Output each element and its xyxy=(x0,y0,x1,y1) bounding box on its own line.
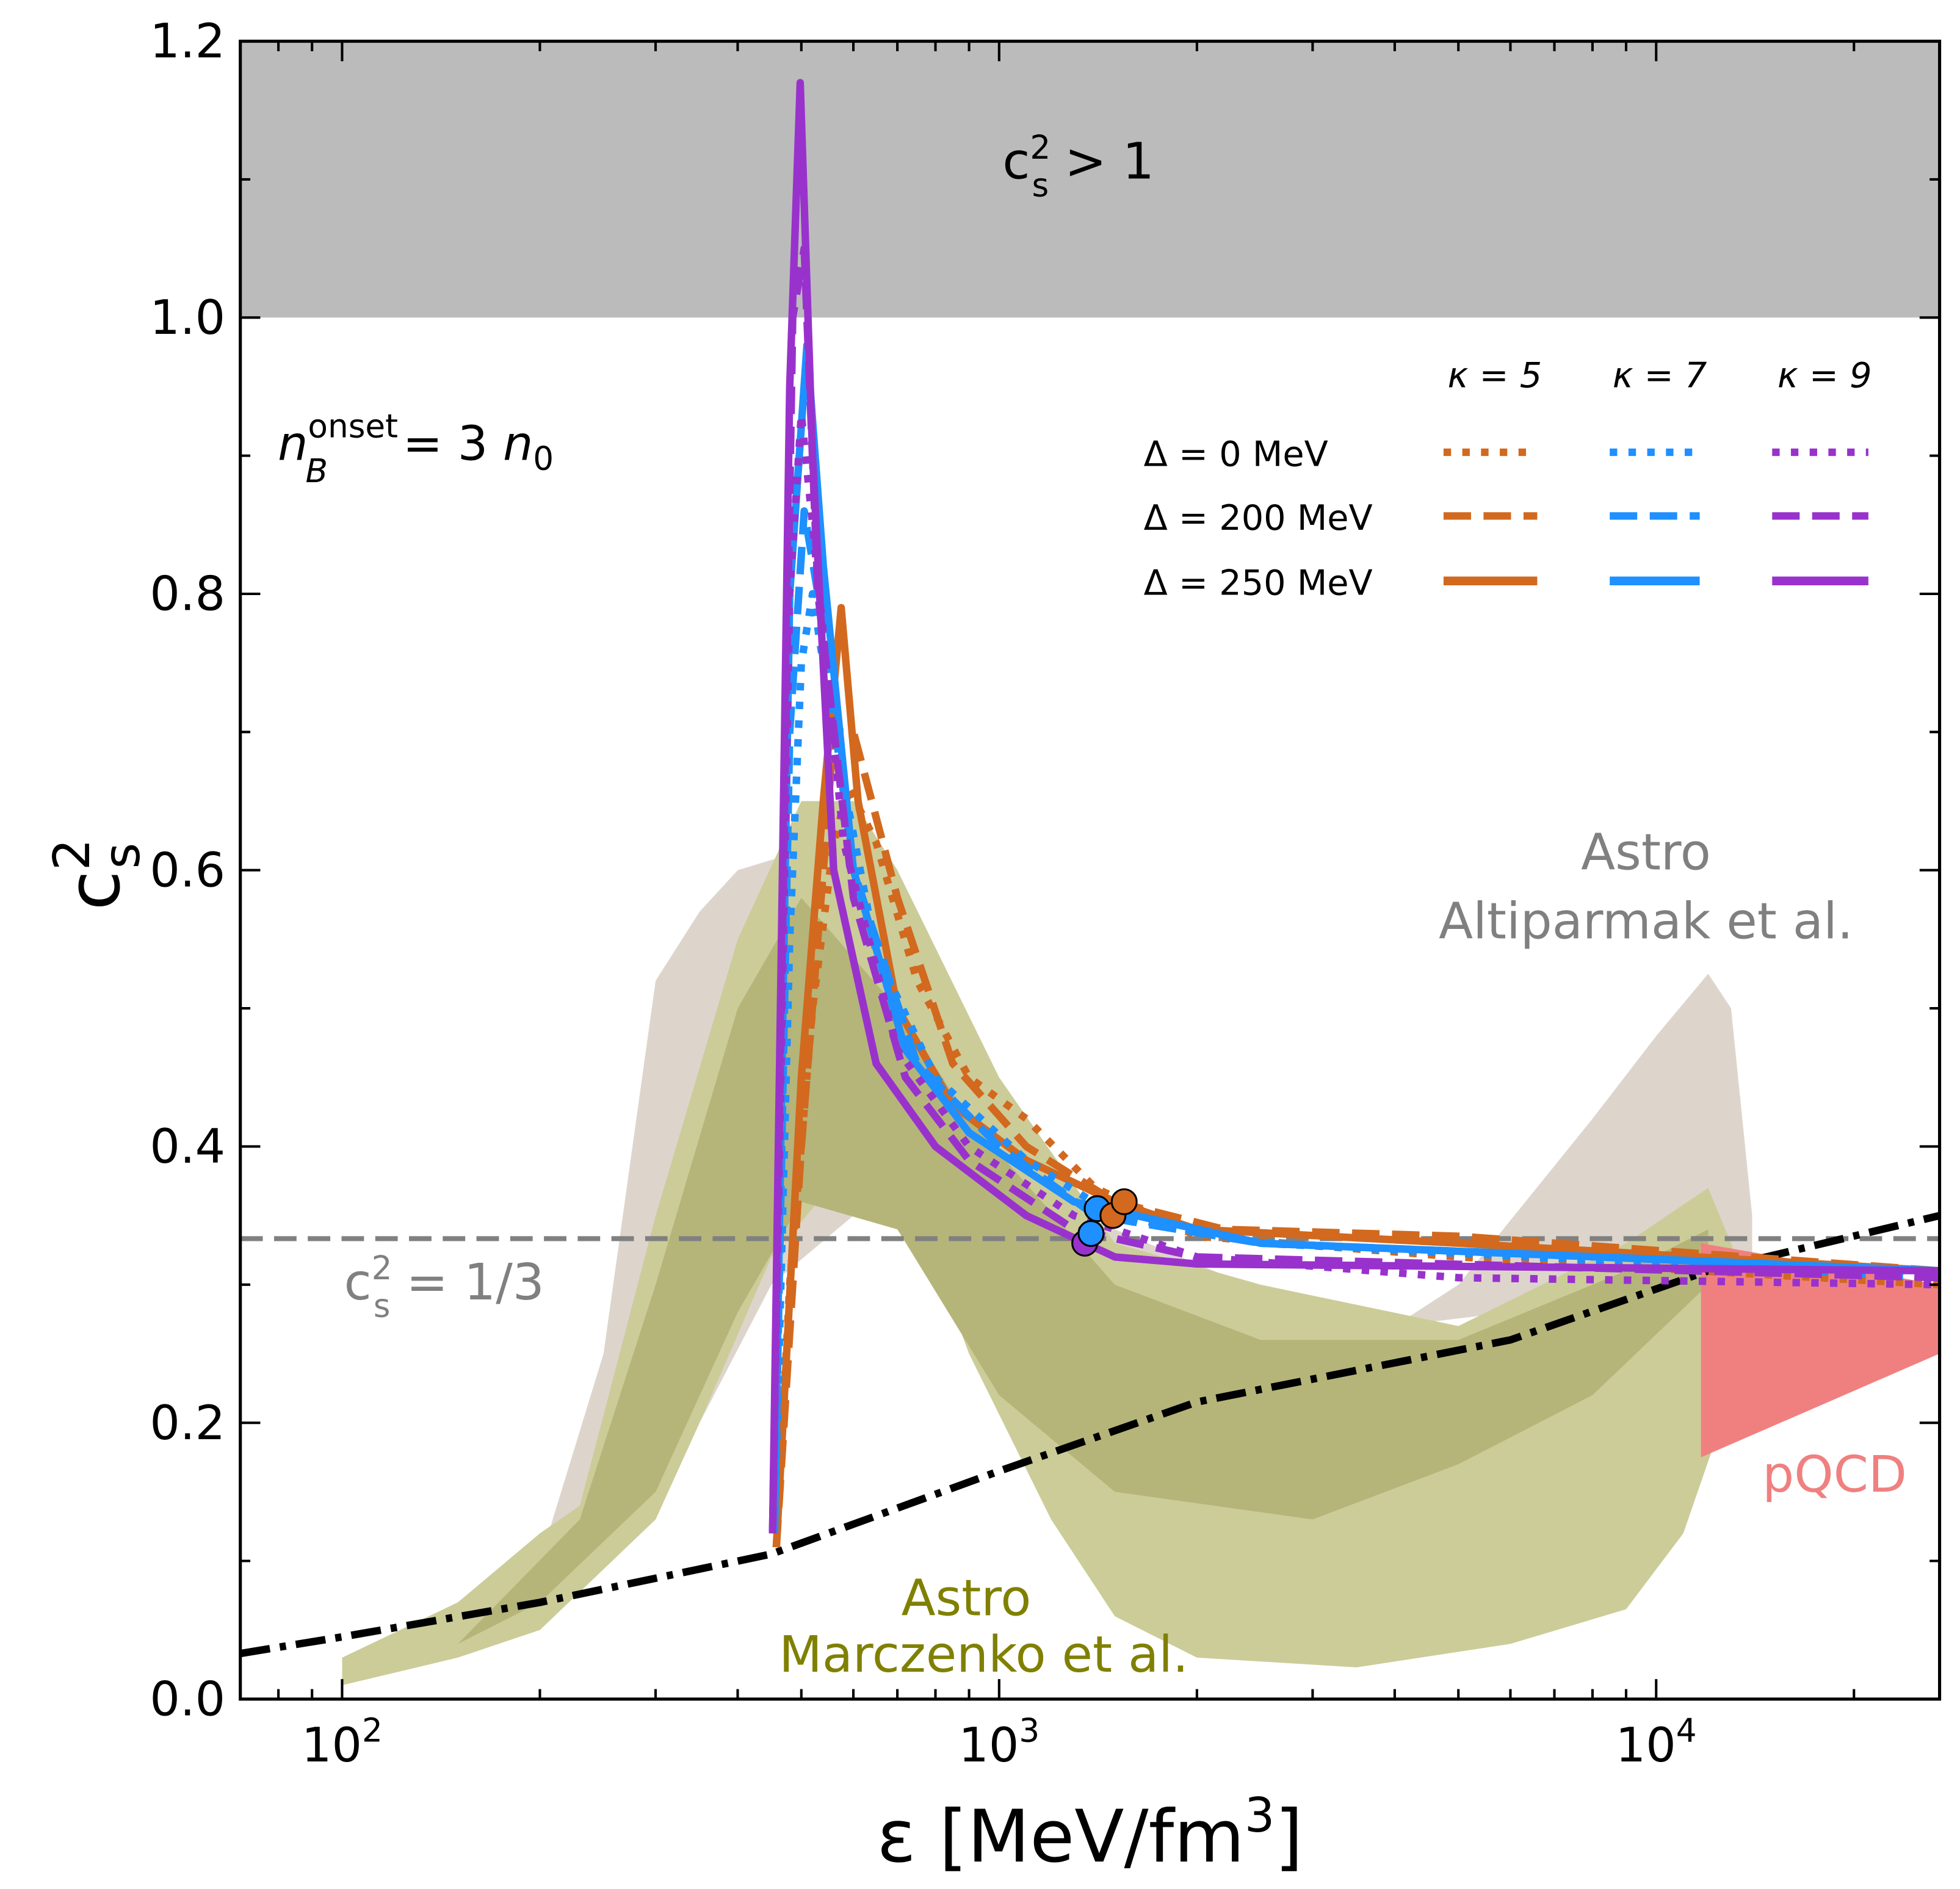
marczenko-label-2: Marczenko et al. xyxy=(779,1626,1188,1684)
reference-curve xyxy=(240,1212,1940,1658)
altiparmak-label-2: Altiparmak et al. xyxy=(1439,892,1853,950)
causal-label: c2 s > 1 xyxy=(1002,129,1154,204)
y-tick-label: 1.0 xyxy=(150,291,225,345)
legend-col-k9: κ = 9 xyxy=(1777,355,1872,396)
y-tick-label: 0.2 xyxy=(150,1396,225,1451)
conformal-label: c2 s = 1/3 xyxy=(344,1249,544,1324)
plot-area xyxy=(240,41,1940,1686)
marczenko-label-1: Astro xyxy=(902,1570,1032,1628)
x-tick-label: 102 xyxy=(302,1711,383,1773)
x-tick-label: 104 xyxy=(1616,1711,1697,1773)
series-k5-d250 xyxy=(772,604,1940,1548)
series-k9-d200 xyxy=(768,244,1940,1534)
legend-row-d0: Δ = 0 MeV xyxy=(1144,434,1328,475)
axis-ticks: 102 103 104 0.0 0.2 0.4 0.6 0.8 1.0 1.2 xyxy=(150,14,1940,1773)
x-tick-label: 103 xyxy=(958,1711,1040,1773)
y-tick-label: 0.6 xyxy=(150,843,225,898)
endpoint-marker xyxy=(1077,1220,1105,1248)
legend-row-d250: Δ = 250 MeV xyxy=(1144,562,1373,603)
marczenko-band-inner xyxy=(458,897,1709,1644)
altiparmak-label-1: Astro xyxy=(1581,824,1711,882)
x-axis-label: ε [MeV/fm3] xyxy=(877,1788,1303,1879)
series-k9-d250 xyxy=(768,79,1940,1534)
legend-col-k7: κ = 7 xyxy=(1613,355,1707,396)
series-k7-d250 xyxy=(770,341,1940,1534)
y-tick-label: 0.0 xyxy=(150,1672,225,1727)
legend-col-k5: κ = 5 xyxy=(1448,355,1542,396)
y-axis-label: c2s xyxy=(43,839,151,910)
series-k5-d200 xyxy=(772,728,1940,1548)
legend-row-d200: Δ = 200 MeV xyxy=(1144,497,1373,538)
legend: κ = 5 κ = 7 κ = 9 Δ = 0 MeV Δ = 200 MeV … xyxy=(1144,355,1872,604)
onset-annotation: nonset B = 3 n0 xyxy=(278,407,554,490)
endpoint-marker xyxy=(1110,1188,1138,1215)
pqcd-label: pQCD xyxy=(1762,1446,1907,1504)
pqcd-band xyxy=(1701,1243,1940,1457)
causal-region xyxy=(240,41,1940,318)
y-tick-label: 0.8 xyxy=(150,567,225,622)
y-tick-label: 1.2 xyxy=(150,14,225,69)
y-tick-label: 0.4 xyxy=(150,1119,225,1174)
